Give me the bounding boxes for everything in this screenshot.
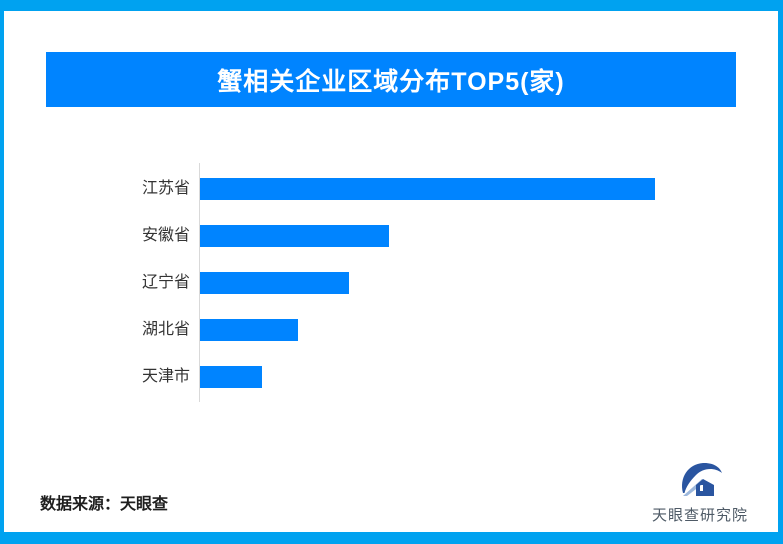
data-source-note: 数据来源：天眼查: [40, 496, 169, 513]
category-label: 湖北省: [141, 321, 190, 338]
tianyancha-logo-icon: [682, 462, 722, 496]
bar: [200, 272, 349, 294]
chart-title-banner: 蟹相关企业区域分布TOP5(家): [46, 52, 736, 107]
chart-row: 辽宁省: [0, 272, 740, 294]
category-label: 江苏省: [141, 180, 190, 197]
chart-row: 湖北省: [0, 319, 740, 341]
category-label: 辽宁省: [141, 274, 190, 291]
category-label: 天津市: [141, 368, 190, 385]
bar: [200, 225, 389, 247]
chart-row: 安徽省: [0, 225, 740, 247]
brand-block: 天眼查研究院: [650, 458, 750, 525]
bar: [200, 366, 262, 388]
category-label: 安徽省: [141, 227, 190, 244]
brand-name: 天眼查研究院: [651, 507, 748, 524]
bar: [200, 178, 655, 200]
bar: [200, 319, 298, 341]
chart-row: 天津市: [0, 366, 740, 388]
chart-row: 江苏省: [0, 178, 740, 200]
category-axis-line: [199, 163, 200, 402]
chart-title: 蟹相关企业区域分布TOP5(家): [217, 67, 565, 96]
